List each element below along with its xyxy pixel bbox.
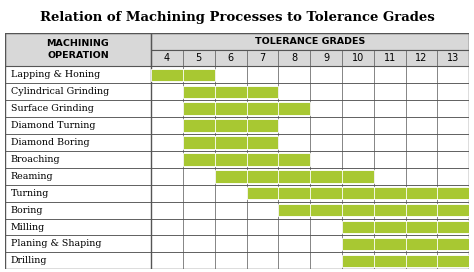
Bar <box>342 255 469 267</box>
Bar <box>5 33 151 66</box>
Text: 11: 11 <box>383 53 396 63</box>
Text: Milling: Milling <box>10 222 45 231</box>
Text: TOLERANCE GRADES: TOLERANCE GRADES <box>255 37 365 46</box>
Bar <box>151 236 469 252</box>
Text: Broaching: Broaching <box>10 155 60 164</box>
Bar <box>151 151 469 168</box>
Text: 13: 13 <box>447 53 459 63</box>
Bar <box>183 86 278 98</box>
Text: Diamond Boring: Diamond Boring <box>10 138 89 147</box>
Bar <box>342 221 469 233</box>
Bar <box>183 119 278 132</box>
Text: Reaming: Reaming <box>10 172 53 181</box>
Bar <box>151 185 469 202</box>
Text: Boring: Boring <box>10 206 43 215</box>
Text: Drilling: Drilling <box>10 256 47 265</box>
Bar <box>5 134 151 151</box>
Bar <box>151 33 469 50</box>
Bar <box>5 202 151 219</box>
Bar <box>151 83 469 100</box>
Bar <box>342 238 469 250</box>
Text: 4: 4 <box>164 53 170 63</box>
Bar <box>5 83 151 100</box>
Text: 8: 8 <box>291 53 297 63</box>
Bar <box>151 50 469 66</box>
Bar <box>151 202 469 219</box>
Text: Relation of Machining Processes to Tolerance Grades: Relation of Machining Processes to Toler… <box>40 11 434 24</box>
Text: Cylindrical Grinding: Cylindrical Grinding <box>10 87 109 96</box>
Bar <box>5 219 151 236</box>
Text: Lapping & Honing: Lapping & Honing <box>10 70 100 79</box>
Text: 7: 7 <box>259 53 265 63</box>
Text: MACHINING
OPERATION: MACHINING OPERATION <box>46 39 109 60</box>
Text: Diamond Turning: Diamond Turning <box>10 121 95 130</box>
Text: 10: 10 <box>352 53 364 63</box>
Text: 6: 6 <box>228 53 234 63</box>
Text: 12: 12 <box>415 53 428 63</box>
Bar <box>151 66 469 83</box>
Bar <box>151 252 469 269</box>
Text: 9: 9 <box>323 53 329 63</box>
Bar <box>151 100 469 117</box>
Bar <box>5 252 151 269</box>
Bar <box>5 236 151 252</box>
Text: Surface Grinding: Surface Grinding <box>10 104 93 113</box>
Bar <box>151 134 469 151</box>
Bar <box>183 153 310 166</box>
Bar <box>5 117 151 134</box>
Text: 5: 5 <box>196 53 202 63</box>
Bar <box>5 168 151 185</box>
Bar <box>278 204 469 216</box>
Bar <box>151 69 215 81</box>
Bar <box>151 117 469 134</box>
Bar <box>5 66 151 83</box>
Bar <box>246 187 469 199</box>
Bar <box>5 185 151 202</box>
Bar <box>5 100 151 117</box>
Bar <box>215 170 374 183</box>
Bar <box>183 136 278 149</box>
Bar <box>183 103 310 115</box>
Bar <box>151 168 469 185</box>
Text: Turning: Turning <box>10 189 49 198</box>
Bar <box>151 219 469 236</box>
Bar <box>5 151 151 168</box>
Text: Planing & Shaping: Planing & Shaping <box>10 239 101 248</box>
